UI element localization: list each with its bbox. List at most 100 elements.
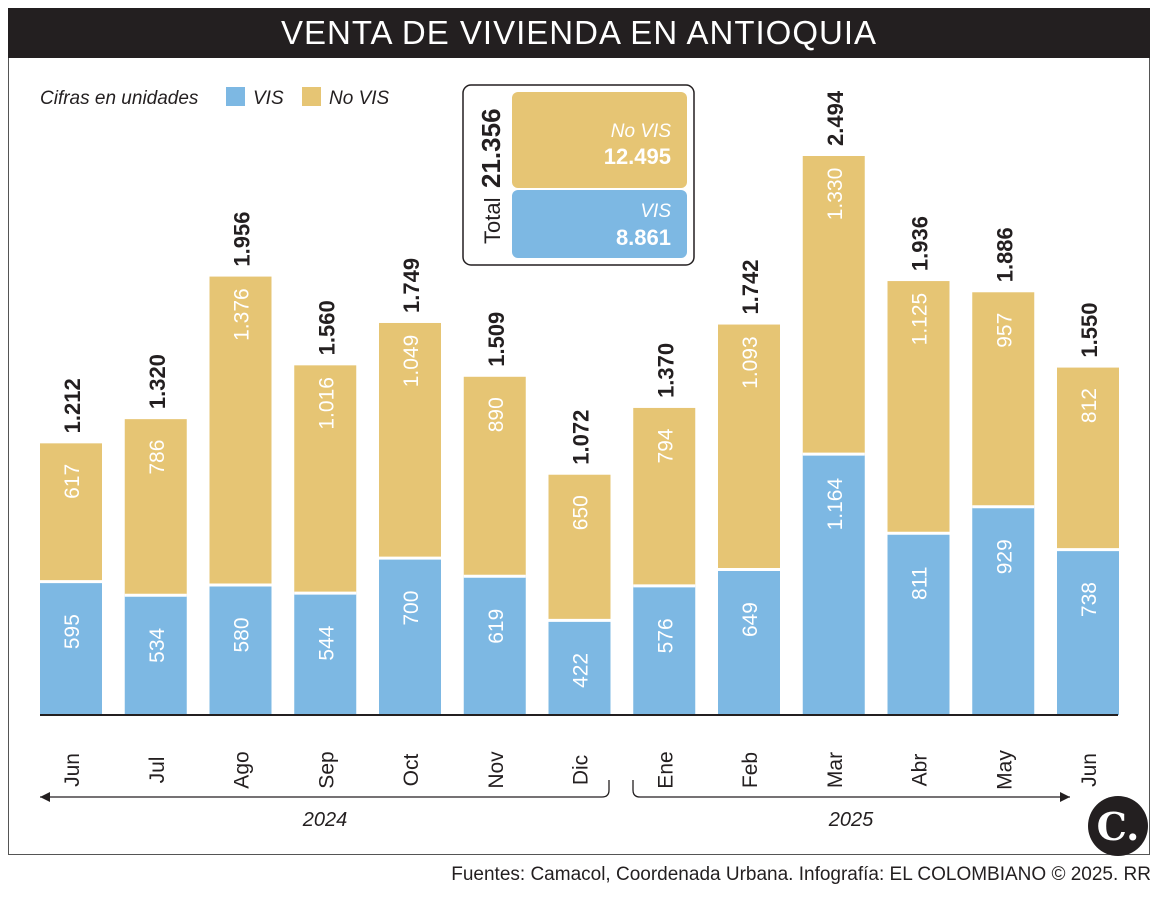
bar-vis-label-11: 929 [993,539,1016,574]
bar-novis-7 [633,407,696,586]
bar-novis-label-10: 1.125 [909,293,932,346]
x-tick-label-0: Jun [61,753,84,787]
bar-total-label-4: 1.749 [399,258,424,313]
x-tick-label-7: Ene [654,751,677,788]
bar-vis-4 [379,558,441,715]
summary-total-value: 21.356 [476,108,506,188]
bar-novis-label-2: 1.376 [231,288,254,341]
bar-novis-label-7: 794 [654,428,677,463]
bar-novis-label-1: 786 [146,440,169,475]
bar-vis-label-6: 422 [570,653,593,688]
bar-total-label-0: 1.212 [60,378,85,433]
bar-total-label-11: 1.886 [992,227,1017,282]
year-label-2024: 2024 [302,809,348,831]
bar-novis-1 [124,419,187,596]
bar-novis-3 [294,365,357,594]
bar-total-label-1: 1.320 [145,354,170,409]
chart-frame [8,58,1150,855]
x-tick-label-9: Mar [824,752,847,788]
summary-vis-block [512,190,687,258]
chart-title: VENTA DE VIVIENDA EN ANTIOQUIA [8,8,1150,58]
bar-vis-1 [124,595,187,715]
bar-novis-label-0: 617 [61,464,84,499]
bar-vis-10 [887,533,950,715]
bar-total-label-2: 1.956 [230,212,255,267]
bar-novis-2 [209,276,272,585]
legend-novis-label: No VIS [329,88,390,109]
bar-vis-label-2: 580 [231,617,254,652]
bar-novis-label-8: 1.093 [739,336,762,389]
source-credit: Fuentes: Camacol, Coordenada Urbana. Inf… [451,864,1151,885]
x-tick-label-11: May [993,750,1016,790]
bar-total-label-6: 1.072 [569,410,594,465]
arrow-left-icon [40,792,50,802]
bracket-2024 [40,780,610,798]
bar-vis-label-9: 1.164 [824,478,847,531]
x-tick-label-8: Feb [739,752,762,788]
bar-vis-8 [718,569,780,715]
bar-vis-label-4: 700 [400,591,423,626]
bar-vis-0 [40,581,102,715]
bar-total-label-12: 1.550 [1077,303,1102,358]
el-colombiano-logo: C. [1088,796,1148,856]
summary-novis-label: No VIS [611,121,672,142]
bar-novis-8 [718,324,780,570]
bar-vis-2 [209,585,272,715]
bar-total-label-5: 1.509 [484,312,509,367]
bar-vis-12 [1057,549,1119,715]
summary-novis-block [512,92,687,188]
bar-vis-9 [802,454,865,715]
bar-novis-label-9: 1.330 [824,168,847,221]
summary-total-label: Total [480,198,505,244]
bar-vis-label-12: 738 [1078,582,1101,617]
bar-novis-0 [40,443,102,582]
legend-novis-swatch [302,87,321,106]
x-tick-label-12: Jun [1078,753,1101,787]
bar-novis-label-3: 1.016 [315,377,338,430]
x-tick-label-5: Nov [485,751,508,789]
bar-novis-10 [887,281,950,534]
bar-novis-5 [463,376,526,577]
bar-novis-label-4: 1.049 [400,335,423,388]
bar-novis-label-12: 812 [1078,388,1101,423]
summary-novis-value: 12.495 [604,144,671,169]
x-tick-label-4: Oct [400,754,423,787]
bar-vis-label-1: 534 [146,627,169,662]
bar-vis-label-7: 576 [654,618,677,653]
bar-total-label-9: 2.494 [823,90,848,146]
bar-total-label-10: 1.936 [908,216,933,271]
year-label-2025: 2025 [828,809,874,831]
bar-novis-label-11: 957 [993,313,1016,348]
bar-vis-5 [463,576,526,715]
bar-vis-label-3: 544 [315,625,338,660]
x-tick-label-10: Abr [909,754,932,787]
bar-novis-label-6: 650 [570,495,593,530]
bar-vis-6 [548,620,611,715]
bar-vis-label-10: 811 [909,566,932,599]
bar-total-label-7: 1.370 [653,343,678,398]
x-tick-label-6: Dic [570,755,593,785]
arrow-right-icon [1060,792,1070,802]
x-tick-label-1: Jul [146,757,169,784]
bar-total-label-3: 1.560 [314,300,339,355]
bar-novis-6 [548,474,611,621]
bar-vis-label-5: 619 [485,609,508,644]
bracket-2025 [632,780,1070,798]
bar-novis-4 [379,322,441,559]
x-tick-label-2: Ago [231,751,254,788]
bar-vis-label-8: 649 [739,602,762,637]
bar-novis-12 [1057,367,1119,550]
summary-vis-label: VIS [640,201,671,222]
bar-novis-9 [802,156,865,455]
legend-caption: Cifras en unidades [40,88,199,109]
bar-novis-label-5: 890 [485,397,508,432]
bars-group: 595 617 1.212 Jun 534 786 1.320 Jul 580 1.376 1.95… [40,90,1119,790]
legend-vis-swatch [226,87,245,106]
bar-total-label-8: 1.742 [738,259,763,314]
summary-vis-value: 8.861 [616,225,671,250]
bar-vis-7 [633,585,696,715]
bar-novis-11 [972,292,1035,507]
bar-vis-3 [294,593,357,715]
legend-vis-label: VIS [253,88,284,109]
